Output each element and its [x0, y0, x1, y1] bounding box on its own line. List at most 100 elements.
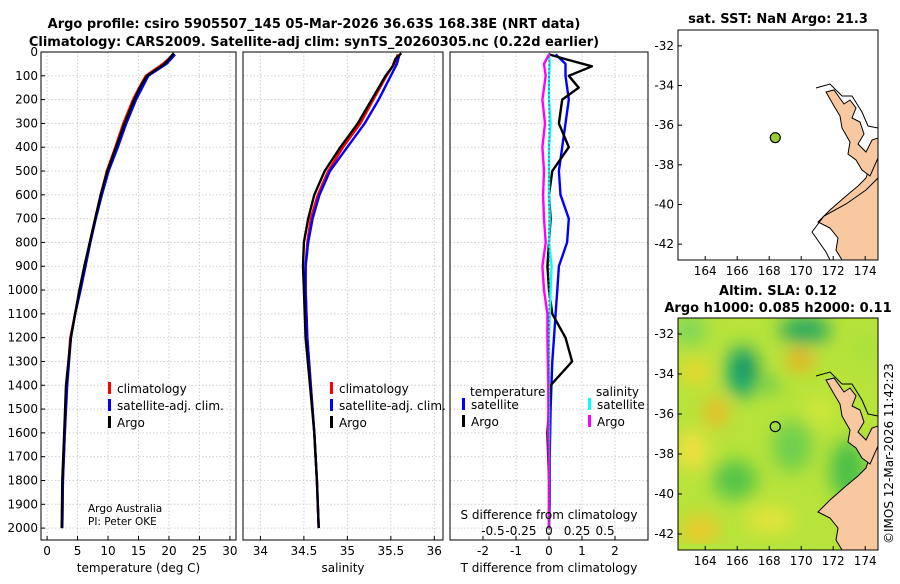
temperature-xtick-label-2: 10	[100, 544, 115, 558]
salinity-legend-swatch-2	[330, 416, 333, 428]
sst_map-ytick-label-4: -40	[654, 197, 674, 211]
salinity-xtick-label-2: 35	[340, 544, 355, 558]
depth-tick-label-14: 1400	[7, 378, 38, 392]
salinity-legend-label-0: climatology	[339, 382, 409, 396]
diff-legend-label-1: Argo	[471, 415, 499, 429]
sst_map-ytick-label-1: -34	[654, 79, 674, 93]
temperature-xtick-label-0: 0	[43, 544, 51, 558]
sla-map-title: Altim. SLA: 0.12	[719, 284, 837, 299]
temperature-xtick-label-1: 5	[74, 544, 82, 558]
salinity-legend-swatch-0	[330, 382, 333, 394]
salinity-xtick-label-4: 36	[427, 544, 442, 558]
sst_map-xtick-label-0: 164	[694, 264, 717, 278]
depth-tick-label-2: 200	[15, 93, 38, 107]
sst_map-xtick-label-3: 170	[790, 264, 813, 278]
sst_map-xtick-label-1: 166	[726, 264, 749, 278]
diff-top-tick-3: 0.25	[564, 524, 591, 538]
salinity-xlabel: salinity	[321, 561, 364, 575]
depth-tick-label-1: 100	[15, 69, 38, 83]
diff-legend-label-0: satellite	[471, 398, 519, 412]
sla_map-xtick-label-3: 170	[790, 554, 813, 568]
salinity-xtick-label-0: 34	[253, 544, 268, 558]
temperature-series-2	[60, 52, 175, 529]
salinity-legend-label-2: Argo	[339, 416, 367, 430]
temperature-frame	[40, 51, 237, 541]
depth-tick-label-6: 600	[15, 188, 38, 202]
depth-tick-label-11: 1100	[7, 307, 38, 321]
credit-org: Argo Australia	[88, 503, 162, 515]
sst_map-ytick-label-5: -42	[654, 237, 674, 251]
sst_map-ytick-label-3: -38	[654, 158, 674, 172]
sla_map-ytick-label-1: -34	[654, 367, 674, 381]
sla_map-xtick-label-0: 164	[694, 554, 717, 568]
depth-tick-label-7: 700	[15, 212, 38, 226]
sst_map-argo-marker	[769, 132, 781, 144]
temperature-legend-label-2: Argo	[117, 416, 145, 430]
diff-legend-swatch-3	[588, 415, 591, 427]
temperature-xtick-label-3: 15	[131, 544, 146, 558]
sst_map-ytick-label-2: -36	[654, 118, 674, 132]
sst_map-xtick-label-2: 168	[758, 264, 781, 278]
diff-top-tick-4: 0.5	[596, 524, 615, 538]
sst_map-ytick-label-0: -32	[654, 39, 674, 53]
diff-top-tick-0: -0.5	[481, 524, 504, 538]
diff-legend-swatch-2	[588, 398, 591, 410]
sla_map-ytick-label-3: -38	[654, 447, 674, 461]
sla-map-subtitle: Argo h1000: 0.085 h2000: 0.11	[664, 301, 891, 316]
sla-map: 164 166 168 170 172 174 -32 -34 -36 -38 -40 -42	[654, 317, 879, 568]
temperature-legend-swatch-0	[108, 382, 111, 394]
sla-isobath	[815, 371, 878, 417]
figure-title: Argo profile: csiro 5905507_145 05-Mar-2…	[48, 17, 581, 32]
depth-tick-label-20: 2000	[7, 521, 38, 535]
depth-tick-label-16: 1600	[7, 426, 38, 440]
diff-legend-label-3: Argo	[597, 415, 625, 429]
timestamp-stamp: ©IMOS 12-Mar-2026 11:42:23	[882, 363, 896, 544]
difference-xtick-label-0: -2	[477, 544, 489, 558]
diff-top-tick-1: -0.25	[505, 524, 536, 538]
sst-isobath	[815, 83, 878, 129]
difference-xtick-label-3: 1	[578, 544, 586, 558]
diff-legend-temperature-title: temperature	[470, 385, 545, 399]
diff-top-axis-label: S difference from climatology	[461, 508, 638, 522]
figure-subtitle: Climatology: CARS2009. Satellite-adj cli…	[29, 35, 599, 50]
diff-legend-swatch-1	[462, 415, 465, 427]
difference-series-0	[547, 53, 570, 529]
salinity-xtick-label-3: 35.5	[377, 544, 404, 558]
temperature-xtick-label-4: 20	[161, 544, 176, 558]
temperature-xtick-label-5: 25	[192, 544, 207, 558]
salinity-panel: 34 34.5 35 35.5 36 salinity climatology satelli…	[242, 51, 446, 575]
sla_map-ytick-label-2: -36	[654, 407, 674, 421]
sla-map-frame	[677, 317, 879, 551]
sla-land-north-island	[825, 377, 878, 465]
sst-map: 164 166 168 170 172 174 -32 -34 -36 -38 -40 -42	[654, 29, 879, 278]
sla_map-argo-marker	[769, 421, 781, 433]
salinity-legend-swatch-1	[330, 399, 333, 411]
difference-xtick-label-4: 2	[611, 544, 619, 558]
credit-pi: PI: Peter OKE	[88, 516, 157, 528]
temperature-xtick-label-6: 30	[222, 544, 237, 558]
depth-tick-label-0: 0	[30, 45, 38, 59]
sla_map-xtick-label-1: 166	[726, 554, 749, 568]
sst-map-title: sat. SST: NaN Argo: 21.3	[688, 12, 868, 27]
sla_map-xtick-label-4: 172	[822, 554, 845, 568]
depth-tick-label-17: 1700	[7, 450, 38, 464]
sla_map-ytick-label-4: -40	[654, 487, 674, 501]
difference-xtick-label-2: 0	[545, 544, 553, 558]
depth-tick-label-8: 800	[15, 235, 38, 249]
temperature-legend-swatch-2	[108, 416, 111, 428]
depth-tick-label-13: 1300	[7, 354, 38, 368]
difference-panel: -2 -1 0 1 2 T difference from climatology -0.5…	[449, 51, 649, 575]
depth-tick-label-10: 1000	[7, 283, 38, 297]
sst-land-north-island	[825, 89, 878, 177]
depth-tick-label-9: 900	[15, 259, 38, 273]
salinity-frame	[242, 51, 444, 541]
depth-tick-label-4: 400	[15, 140, 38, 154]
sla-field	[678, 318, 878, 544]
sla_map-ytick-label-5: -42	[654, 527, 674, 541]
temperature-panel: 0 5 10 15 20 25 30 temperature (deg C) 0 100 200 30…	[7, 45, 237, 575]
depth-tick-label-15: 1500	[7, 402, 38, 416]
depth-tick-label-3: 300	[15, 116, 38, 130]
temperature-xlabel: temperature (deg C)	[77, 561, 200, 575]
sst_map-xtick-label-5: 174	[854, 264, 877, 278]
salinity-series-2	[301, 52, 403, 529]
